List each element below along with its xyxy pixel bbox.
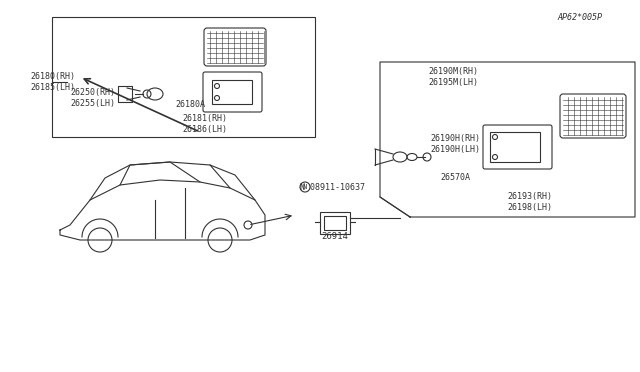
Text: N: N — [303, 184, 307, 190]
Text: 26570A: 26570A — [440, 173, 470, 182]
Text: 26181(RH)
26186(LH): 26181(RH) 26186(LH) — [182, 114, 227, 134]
Text: 26193(RH)
26198(LH): 26193(RH) 26198(LH) — [508, 192, 552, 212]
Text: 26250(RH)
26255(LH): 26250(RH) 26255(LH) — [70, 88, 115, 108]
Text: 26914: 26914 — [321, 231, 348, 241]
Text: 26180A: 26180A — [175, 99, 205, 109]
Bar — [320, 212, 350, 234]
Text: 26190H(RH)
26190H(LH): 26190H(RH) 26190H(LH) — [430, 134, 480, 154]
Text: 26180(RH)
26185(LH): 26180(RH) 26185(LH) — [30, 72, 75, 92]
Bar — [490, 132, 540, 162]
Bar — [212, 80, 252, 104]
Bar — [118, 86, 132, 102]
Bar — [324, 216, 346, 230]
Bar — [52, 17, 315, 137]
Text: AP62*005P: AP62*005P — [557, 13, 602, 22]
Text: 26190M(RH)
26195M(LH): 26190M(RH) 26195M(LH) — [428, 67, 478, 87]
Text: N 08911-10637: N 08911-10637 — [301, 183, 365, 192]
